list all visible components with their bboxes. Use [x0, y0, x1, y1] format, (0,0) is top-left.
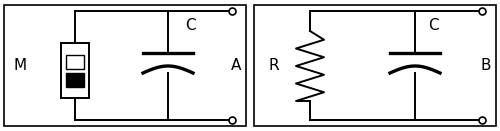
Bar	[66, 54, 84, 69]
Bar	[4, 5, 246, 126]
Text: R: R	[268, 58, 280, 73]
Text: C: C	[184, 18, 196, 32]
Bar	[61, 43, 89, 98]
Bar	[66, 72, 84, 86]
Text: C: C	[428, 18, 438, 32]
Text: M: M	[14, 58, 26, 73]
Bar	[254, 5, 496, 126]
Text: B: B	[481, 58, 491, 73]
Text: A: A	[231, 58, 241, 73]
